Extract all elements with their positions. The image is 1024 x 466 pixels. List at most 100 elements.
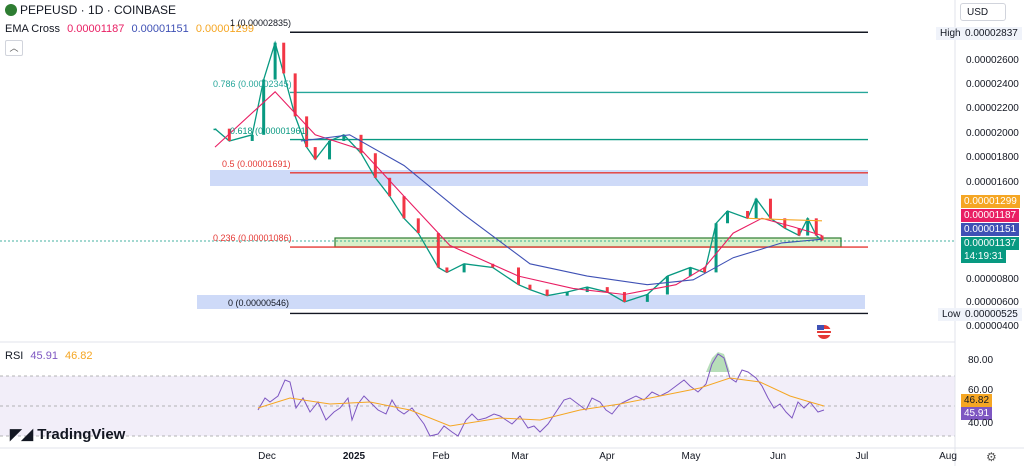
last-price-tag: 0.00001137	[961, 237, 1020, 250]
low-value: 0.00000525	[961, 308, 1022, 321]
support-zone	[197, 295, 865, 309]
ema-value-3: 0.00001299	[195, 23, 254, 35]
candle	[388, 177, 392, 197]
ema-value-1: 0.00001187	[67, 23, 125, 35]
tradingview-logo-icon: ◤◢	[10, 426, 38, 443]
time-label: Aug	[939, 451, 957, 462]
candle	[746, 210, 750, 219]
candle	[622, 292, 626, 302]
price-tick: 0.00002400	[966, 79, 1019, 90]
price-tick: 0.00000600	[966, 297, 1019, 308]
candle	[783, 218, 787, 229]
fib-label-05: 0.5 (0.00001691)	[222, 159, 291, 169]
time-label: Apr	[599, 451, 615, 462]
candle	[462, 263, 466, 273]
high-value: 0.00002837	[961, 27, 1022, 40]
candle	[250, 134, 254, 141]
series-line-0	[214, 40, 823, 303]
price-tick: 0.00002000	[966, 128, 1019, 139]
candle	[416, 218, 420, 234]
fib-label-0786: 0.786 (0.00002345)	[213, 79, 292, 89]
candle	[754, 198, 758, 219]
candle	[768, 198, 772, 219]
currency-selector[interactable]: USD	[960, 3, 1006, 21]
rsi-overbought-fill	[706, 352, 730, 372]
fib-label-1: 1 (0.00002835)	[230, 18, 292, 28]
series-line-1	[214, 91, 823, 296]
candle	[726, 210, 730, 224]
rsi-tick: 60.00	[968, 385, 994, 396]
price-tick: 0.00002200	[966, 103, 1019, 114]
tradingview-logo-text: TradingView	[37, 426, 126, 443]
ema-value-2: 0.00001151	[131, 23, 189, 35]
candle	[714, 223, 718, 273]
price-tick: 0.00002600	[966, 55, 1019, 66]
price-tick: 0.00001800	[966, 152, 1019, 163]
pepe-logo-icon	[5, 4, 17, 16]
candle	[359, 134, 363, 154]
rsi-legend[interactable]: RSI 45.91 46.82	[5, 350, 93, 362]
rsi-ma-value: 46.82	[65, 350, 93, 362]
candle	[703, 267, 707, 273]
series-line-3	[747, 217, 823, 222]
price-tick: 0.00000400	[966, 321, 1019, 332]
tradingview-logo[interactable]: ◤◢ TradingView	[10, 425, 125, 443]
time-label: Jun	[769, 451, 787, 462]
candle	[293, 73, 297, 117]
candle	[806, 218, 810, 236]
candle	[313, 147, 317, 160]
fib-label-0: 0 (0.00000546)	[228, 298, 290, 308]
us-flag-icon	[817, 325, 831, 339]
rsi-tick: 40.00	[968, 418, 994, 429]
rsi-value-tag: 45.91	[961, 407, 993, 420]
rsi-line	[257, 353, 825, 437]
fib-label-0618: 0.618 (0.00001961)	[230, 126, 309, 136]
gear-icon[interactable]: ⚙	[986, 450, 997, 464]
candle	[342, 134, 346, 141]
rsi-name: RSI	[5, 350, 24, 362]
time-label: Feb	[432, 451, 450, 462]
indicator-name: EMA Cross	[5, 23, 61, 35]
current-zone	[334, 237, 842, 248]
candle	[491, 263, 495, 268]
rsi-band	[0, 376, 955, 436]
candle	[545, 289, 549, 296]
rsi-ma-tag: 46.82	[961, 394, 993, 407]
rsi-ma-line	[257, 377, 825, 427]
candle	[227, 128, 231, 141]
chevron-up-icon[interactable]: ︿	[5, 40, 23, 56]
low-label: Low	[938, 308, 965, 321]
price-tick: 0.00000800	[966, 274, 1019, 285]
candle	[445, 267, 449, 273]
candle	[645, 294, 649, 302]
candle	[305, 116, 309, 148]
candle	[814, 218, 818, 236]
candle	[688, 267, 692, 277]
time-label: 2025	[342, 451, 366, 462]
ema-slow-tag: 0.00001151	[961, 223, 1020, 236]
candle	[820, 235, 824, 241]
time-label: Jul	[855, 451, 869, 462]
candle	[605, 287, 609, 293]
time-label: May	[681, 451, 701, 462]
candle	[528, 284, 532, 290]
symbol-title[interactable]: PEPEUSD · 1D · COINBASE	[20, 3, 177, 17]
candle	[565, 292, 569, 296]
rsi-tick: 80.00	[968, 355, 994, 366]
ema-legend[interactable]: EMA Cross 0.00001187 0.00001151 0.000012…	[5, 23, 258, 35]
series-line-2	[300, 134, 823, 286]
high-label: High	[936, 27, 965, 40]
candle	[213, 128, 217, 131]
time-label: Dec	[258, 451, 276, 462]
candle	[797, 228, 801, 236]
candle	[262, 79, 266, 135]
candle	[402, 196, 406, 219]
candle	[273, 42, 277, 80]
candle	[436, 233, 440, 268]
price-series	[213, 40, 824, 303]
candle	[328, 140, 332, 160]
ema-fast-tag: 0.00001187	[961, 209, 1020, 222]
candle	[282, 42, 286, 74]
fib-label-0236: 0.236 (0.00001086)	[213, 233, 292, 243]
